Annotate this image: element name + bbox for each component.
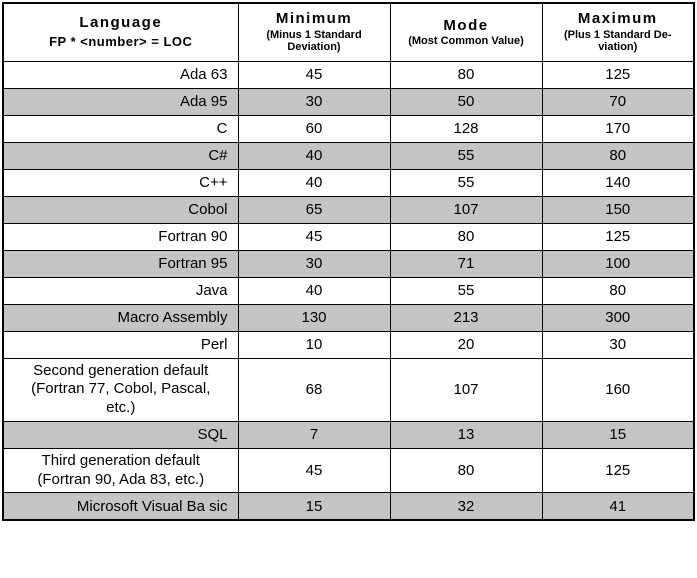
table-row: Fortran 95 30 71 100 [2, 249, 695, 278]
table-row: Fortran 90 45 80 125 [2, 222, 695, 251]
column-header-minimum: Minimum (Minus 1 Standard Deviation) [237, 2, 391, 62]
mode-value-cell: 55 [389, 168, 543, 197]
max-value-cell: 125 [541, 60, 695, 89]
language-cell: C [2, 114, 239, 143]
mode-value-cell: 71 [389, 249, 543, 278]
maximum-header-title: Maximum [577, 10, 658, 28]
table-header: Language FP * <number> = LOC Minimum (Mi… [2, 2, 695, 62]
max-value-cell: 41 [541, 492, 695, 521]
language-cell: C# [2, 141, 239, 170]
min-value-cell: 45 [237, 447, 391, 494]
table-row: Perl 10 20 30 [2, 330, 695, 359]
mode-value-cell: 80 [389, 447, 543, 494]
mode-value-cell: 128 [389, 114, 543, 143]
mode-header-title: Mode [443, 16, 489, 34]
min-value-cell: 30 [237, 87, 391, 116]
header-row: Language FP * <number> = LOC Minimum (Mi… [2, 2, 695, 62]
min-value-cell: 45 [237, 60, 391, 89]
min-value-cell: 7 [237, 420, 391, 449]
min-value-cell: 60 [237, 114, 391, 143]
min-value-cell: 10 [237, 330, 391, 359]
min-value-cell: 65 [237, 195, 391, 224]
mode-value-cell: 80 [389, 222, 543, 251]
table-row: C++ 40 55 140 [2, 168, 695, 197]
language-cell: Java [2, 276, 239, 305]
table-row: Ada 95 30 50 70 [2, 87, 695, 116]
max-value-cell: 170 [541, 114, 695, 143]
fp-loc-conversion-table: Language FP * <number> = LOC Minimum (Mi… [2, 2, 695, 521]
min-value-cell: 15 [237, 492, 391, 521]
language-cell: Ada 95 [2, 87, 239, 116]
language-cell: Ada 63 [2, 60, 239, 89]
mode-value-cell: 55 [389, 276, 543, 305]
max-value-cell: 80 [541, 276, 695, 305]
min-value-cell: 130 [237, 303, 391, 332]
language-cell: C++ [2, 168, 239, 197]
max-value-cell: 140 [541, 168, 695, 197]
min-value-cell: 40 [237, 141, 391, 170]
mode-value-cell: 80 [389, 60, 543, 89]
minimum-header-subtitle: (Minus 1 Standard Deviation) [266, 28, 362, 54]
mode-value-cell: 32 [389, 492, 543, 521]
max-value-cell: 15 [541, 420, 695, 449]
language-cell: Perl [2, 330, 239, 359]
mode-value-cell: 107 [389, 357, 543, 422]
language-header-formula: FP * <number> = LOC [49, 34, 193, 50]
min-value-cell: 68 [237, 357, 391, 422]
max-value-cell: 150 [541, 195, 695, 224]
table-row: C# 40 55 80 [2, 141, 695, 170]
table-body: Ada 63 45 80 125 Ada 95 30 50 70 C 60 128 170 C# 40 55… [2, 60, 695, 521]
mode-value-cell: 20 [389, 330, 543, 359]
language-cell: SQL [2, 420, 239, 449]
table-row: Second generation default (Fortran 77, C… [2, 357, 695, 422]
table-row: SQL 7 13 15 [2, 420, 695, 449]
column-header-language: Language FP * <number> = LOC [2, 2, 239, 62]
max-value-cell: 80 [541, 141, 695, 170]
language-cell: Microsoft Visual Ba sic [2, 492, 239, 521]
language-cell: Fortran 95 [2, 249, 239, 278]
language-cell: Cobol [2, 195, 239, 224]
mode-value-cell: 55 [389, 141, 543, 170]
max-value-cell: 70 [541, 87, 695, 116]
table-row: C 60 128 170 [2, 114, 695, 143]
mode-value-cell: 13 [389, 420, 543, 449]
mode-value-cell: 50 [389, 87, 543, 116]
max-value-cell: 160 [541, 357, 695, 422]
maximum-header-subtitle: (Plus 1 Standard De- viation) [563, 28, 672, 54]
table-row: Java 40 55 80 [2, 276, 695, 305]
min-value-cell: 40 [237, 168, 391, 197]
mode-header-subtitle: (Most Common Value) [408, 35, 524, 48]
max-value-cell: 300 [541, 303, 695, 332]
language-cell: Fortran 90 [2, 222, 239, 251]
min-value-cell: 45 [237, 222, 391, 251]
table-row: Ada 63 45 80 125 [2, 60, 695, 89]
language-cell: Macro Assembly [2, 303, 239, 332]
max-value-cell: 125 [541, 447, 695, 494]
minimum-header-title: Minimum [275, 10, 353, 28]
mode-value-cell: 213 [389, 303, 543, 332]
language-header-title: Language [79, 14, 163, 32]
max-value-cell: 125 [541, 222, 695, 251]
min-value-cell: 30 [237, 249, 391, 278]
column-header-maximum: Maximum (Plus 1 Standard De- viation) [541, 2, 695, 62]
table-row: Third generation default (Fortran 90, Ad… [2, 447, 695, 494]
min-value-cell: 40 [237, 276, 391, 305]
column-header-mode: Mode (Most Common Value) [389, 2, 543, 62]
table-row: Microsoft Visual Ba sic 15 32 41 [2, 492, 695, 521]
table-row: Macro Assembly 130 213 300 [2, 303, 695, 332]
max-value-cell: 100 [541, 249, 695, 278]
table-row: Cobol 65 107 150 [2, 195, 695, 224]
language-cell: Third generation default (Fortran 90, Ad… [2, 447, 239, 494]
max-value-cell: 30 [541, 330, 695, 359]
language-cell: Second generation default (Fortran 77, C… [2, 357, 239, 422]
mode-value-cell: 107 [389, 195, 543, 224]
